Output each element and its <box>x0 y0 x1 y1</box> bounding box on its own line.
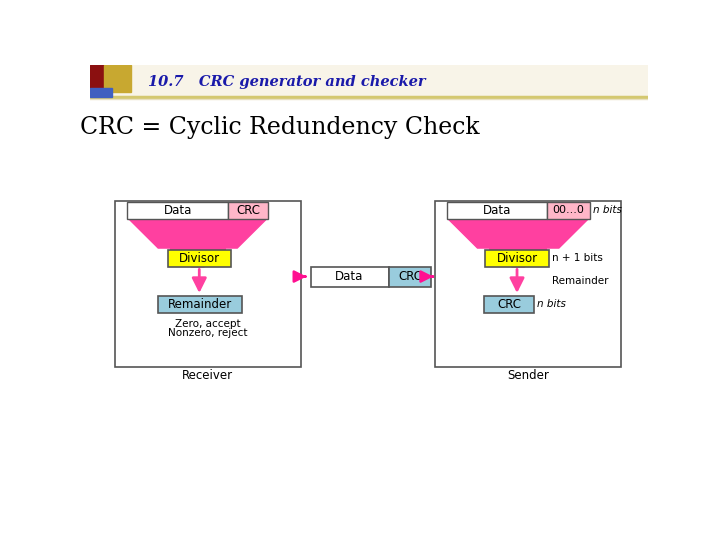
Text: Remainder: Remainder <box>552 276 608 286</box>
Text: CRC = Cyclic Redundency Check: CRC = Cyclic Redundency Check <box>80 117 480 139</box>
Polygon shape <box>129 219 266 248</box>
Text: CRC: CRC <box>236 204 260 217</box>
Bar <box>484 296 534 313</box>
Polygon shape <box>448 219 588 248</box>
Bar <box>485 249 549 267</box>
Bar <box>547 202 590 219</box>
Text: CRC: CRC <box>398 270 422 283</box>
Text: n + 1 bits: n + 1 bits <box>552 253 603 263</box>
Text: Data: Data <box>163 204 192 217</box>
Text: Data: Data <box>335 270 364 283</box>
Bar <box>170 248 225 262</box>
Bar <box>114 201 301 367</box>
Text: n bits: n bits <box>593 205 622 215</box>
Bar <box>168 249 231 267</box>
Bar <box>90 88 112 97</box>
Text: n bits: n bits <box>537 299 566 309</box>
Text: Remainder: Remainder <box>168 298 232 310</box>
Text: Divisor: Divisor <box>497 252 538 265</box>
Bar <box>158 296 242 313</box>
Bar <box>311 267 389 287</box>
Text: 00...0: 00...0 <box>553 205 585 215</box>
Text: Divisor: Divisor <box>179 252 220 265</box>
Text: Sender: Sender <box>507 369 549 382</box>
Bar <box>104 65 131 92</box>
Text: Receiver: Receiver <box>182 369 233 382</box>
Text: Nonzero, reject: Nonzero, reject <box>168 328 248 338</box>
Bar <box>389 267 431 287</box>
Bar <box>435 201 621 367</box>
Bar <box>446 202 547 219</box>
Bar <box>489 248 547 262</box>
Bar <box>228 202 269 219</box>
Text: Zero, accept: Zero, accept <box>175 319 240 328</box>
Bar <box>90 65 648 97</box>
Text: Data: Data <box>482 204 511 217</box>
Text: CRC: CRC <box>497 298 521 310</box>
Bar <box>90 65 104 92</box>
Bar <box>127 202 228 219</box>
Text: 10.7   CRC generator and checker: 10.7 CRC generator and checker <box>148 75 426 89</box>
